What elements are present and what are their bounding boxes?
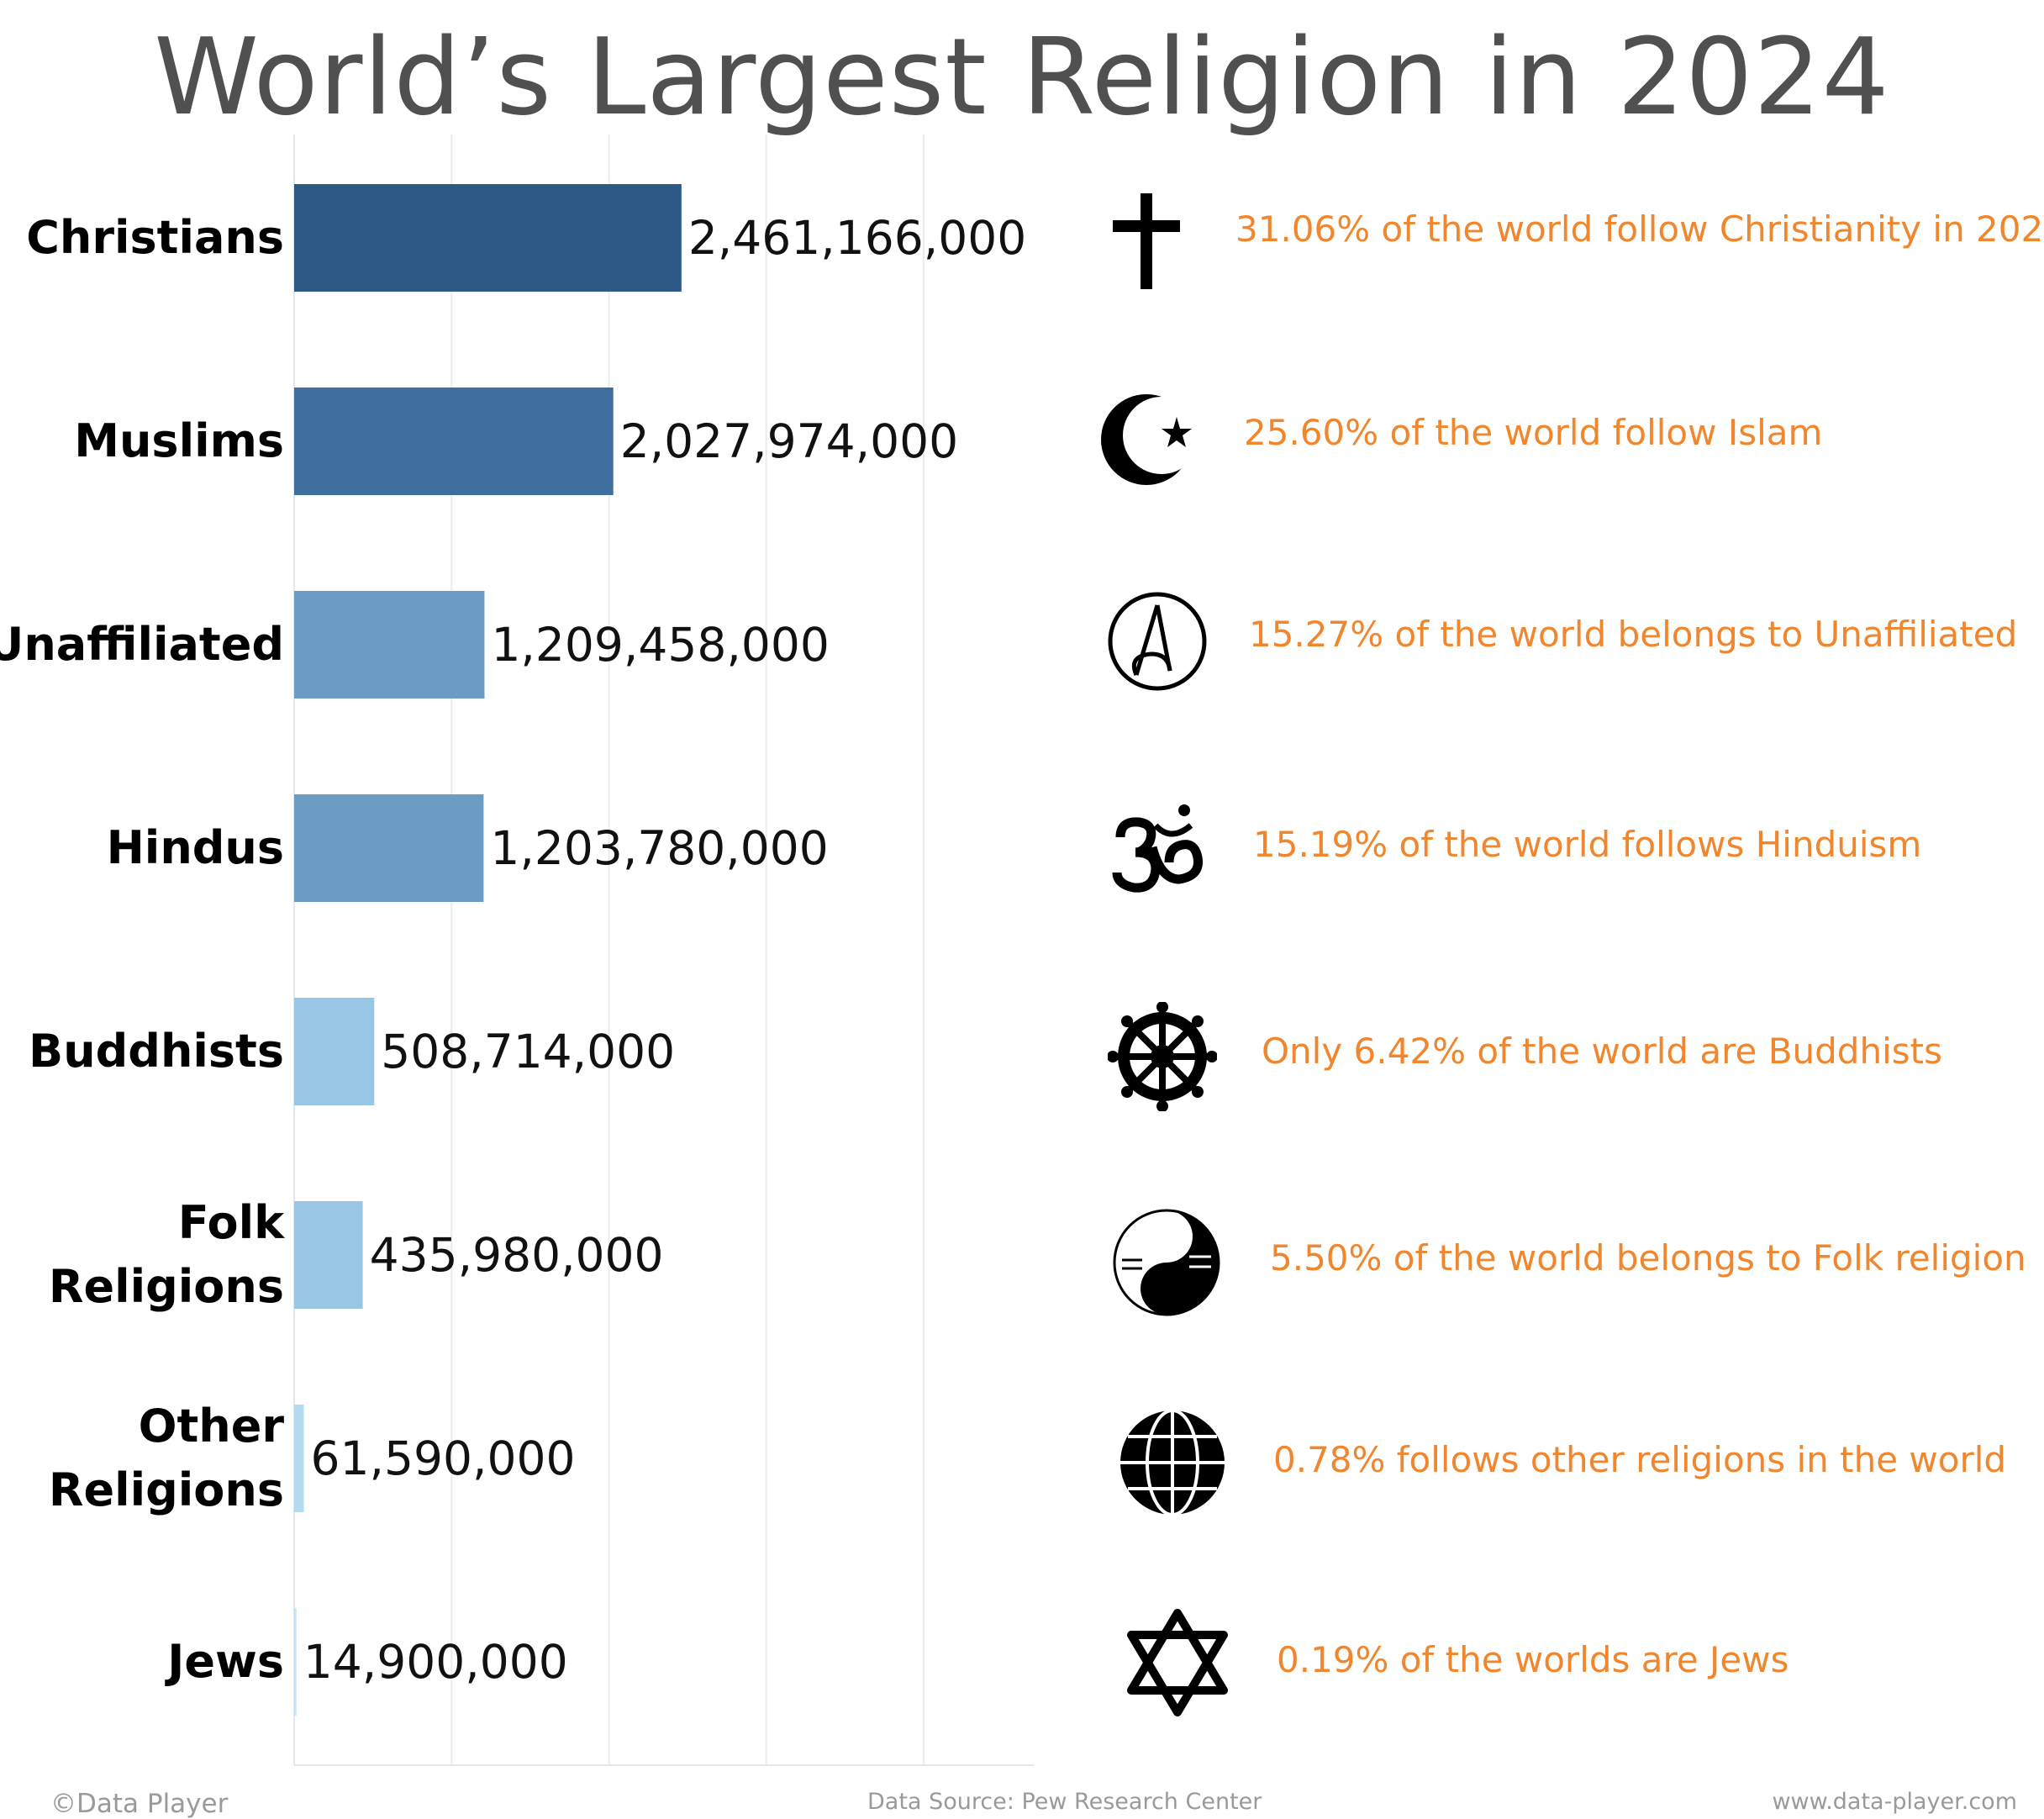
globe-icon bbox=[1118, 1408, 1227, 1517]
bar-muslims bbox=[294, 388, 614, 495]
bar-unaffiliated bbox=[294, 591, 485, 699]
category-label: Hindus bbox=[107, 821, 284, 874]
copyright-text: ©Data Player bbox=[50, 1789, 229, 1819]
dharma-wheel-icon bbox=[1107, 1001, 1218, 1112]
stat-buddhism: Only 6.42% of the world are Buddhists bbox=[1262, 1031, 1942, 1072]
website-link[interactable]: www.data-player.com bbox=[1772, 1789, 2017, 1815]
value-label: 1,209,458,000 bbox=[491, 618, 829, 672]
value-label: 14,900,000 bbox=[303, 1635, 568, 1689]
stat-christianity: 31.06% of the world follow Christianity … bbox=[1235, 208, 2044, 250]
bar-other-religions bbox=[294, 1405, 304, 1512]
category-label: Folk bbox=[178, 1196, 285, 1249]
category-label: Religions bbox=[49, 1260, 284, 1313]
stat-hinduism: 15.19% of the world follows Hinduism bbox=[1253, 824, 1922, 865]
yin-yang-icon bbox=[1112, 1208, 1221, 1317]
value-label: 2,027,974,000 bbox=[620, 414, 958, 468]
om-icon bbox=[1104, 795, 1213, 904]
stat-islam: 25.60% of the world follow Islam bbox=[1244, 412, 1823, 453]
data-source-text: Data Source: Pew Research Center bbox=[867, 1789, 1262, 1815]
stat-other-religions: 0.78% follows other religions in the wor… bbox=[1273, 1439, 2007, 1480]
category-label: Other bbox=[139, 1400, 285, 1453]
bar-chart: 2,461,166,000 Christians 2,027,974,000 Musl… bbox=[0, 134, 1034, 1766]
category-label: Jews bbox=[164, 1635, 284, 1688]
crescent-star-icon bbox=[1099, 385, 1209, 494]
bar-folk-religions bbox=[294, 1201, 363, 1309]
stat-unaffiliated: 15.27% of the world belongs to Unaffilia… bbox=[1249, 614, 2018, 655]
atheist-symbol-icon bbox=[1103, 587, 1212, 696]
category-label: Buddhists bbox=[29, 1025, 284, 1078]
cross-icon bbox=[1093, 187, 1202, 296]
star-of-david-icon bbox=[1123, 1608, 1232, 1717]
value-label: 1,203,780,000 bbox=[490, 821, 828, 875]
value-label: 61,590,000 bbox=[311, 1431, 576, 1485]
category-label: Christians bbox=[26, 211, 284, 264]
value-label: 2,461,166,000 bbox=[688, 211, 1026, 265]
category-label: Religions bbox=[49, 1463, 284, 1516]
category-label: Muslims bbox=[74, 414, 284, 467]
page-title: World’s Largest Religion in 2024 bbox=[154, 15, 1890, 139]
bar-jews bbox=[294, 1608, 297, 1716]
bar-christians bbox=[294, 184, 682, 292]
stat-folk-religion: 5.50% of the world belongs to Folk relig… bbox=[1270, 1237, 2026, 1279]
bar-hindus bbox=[294, 794, 484, 902]
stat-jews: 0.19% of the worlds are Jews bbox=[1277, 1639, 1789, 1680]
value-label: 435,980,000 bbox=[370, 1228, 664, 1282]
category-label: Unaffiliated bbox=[0, 618, 284, 671]
value-label: 508,714,000 bbox=[381, 1025, 675, 1078]
bar-buddhists bbox=[294, 998, 375, 1105]
